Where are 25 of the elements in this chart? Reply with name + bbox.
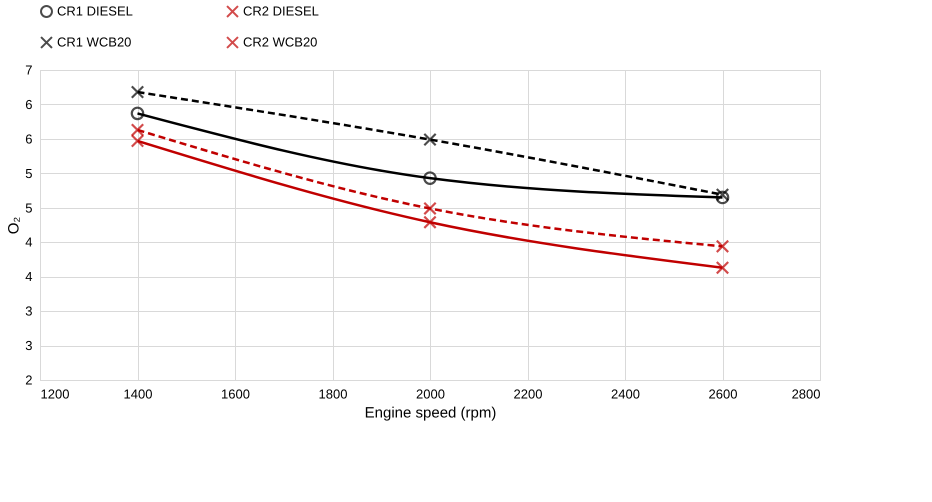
x-tick-label: 2400 — [611, 386, 640, 402]
x-tick-label: 1800 — [318, 386, 348, 402]
x-tick-label: 2600 — [708, 386, 738, 402]
x-tick-label: 1600 — [221, 386, 250, 402]
legend-label: CR2 DIESEL — [243, 4, 319, 19]
y-tick-label: 7 — [25, 62, 32, 78]
legend-label: CR2 WCB20 — [243, 34, 318, 50]
y-tick-label: 2 — [25, 372, 32, 388]
y-tick-label: 6 — [25, 131, 32, 146]
x-axis-title: Engine speed (rpm) — [364, 404, 496, 422]
x-tick-label: 1400 — [124, 386, 152, 402]
legend-label: CR1 DIESEL — [57, 4, 133, 19]
y-tick-label: 6 — [25, 96, 32, 112]
y-tick-label: 3 — [25, 304, 32, 319]
x-tick-label: 2200 — [514, 386, 542, 402]
legend-label: CR1 WCB20 — [57, 34, 132, 50]
y-tick-label: 3 — [25, 338, 32, 354]
x-tick-label: 1200 — [40, 386, 70, 402]
y-tick-label: 4 — [25, 269, 32, 284]
y-tick-label: 5 — [25, 200, 32, 216]
y-tick-label: 4 — [25, 234, 32, 250]
x-tick-label: 2000 — [416, 386, 445, 402]
y-axis-title: O₂ — [5, 216, 22, 234]
y-tick-label: 5 — [25, 166, 32, 181]
x-tick-label: 2800 — [792, 386, 820, 402]
